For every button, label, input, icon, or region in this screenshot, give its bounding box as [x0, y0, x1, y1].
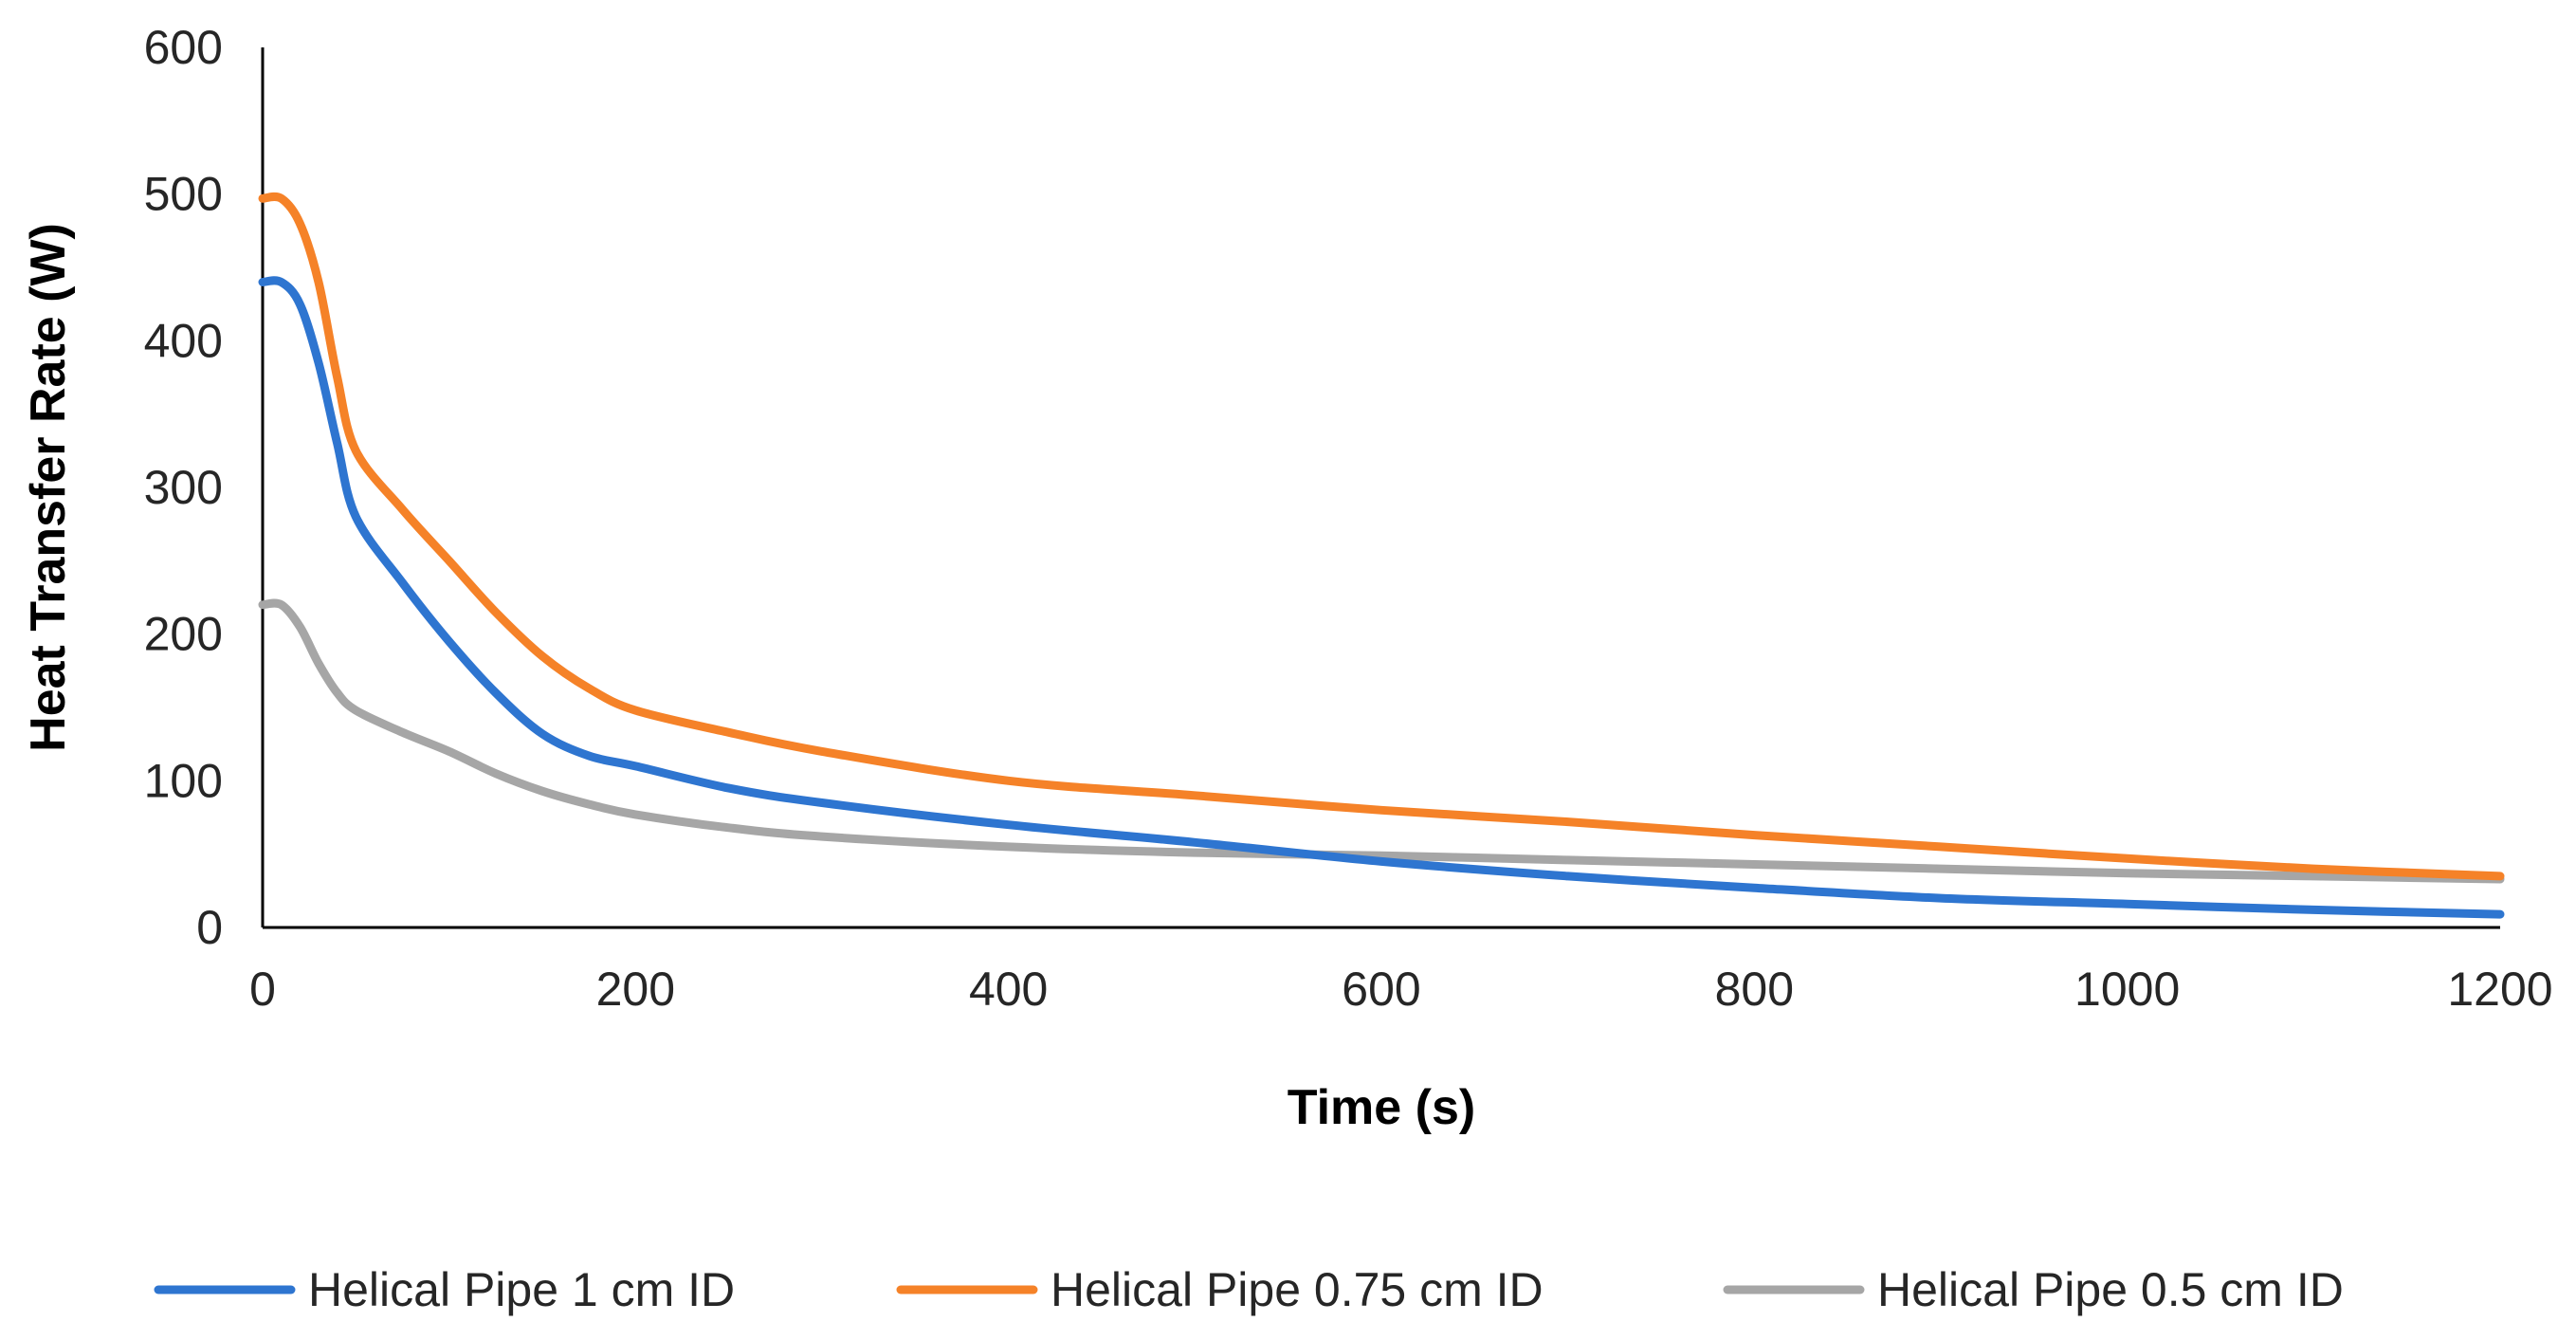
legend-label: Helical Pipe 0.5 cm ID — [1877, 1263, 2344, 1316]
x-axis-title: Time (s) — [1288, 1080, 1475, 1135]
y-tick-label: 0 — [196, 901, 223, 954]
x-tick-label: 600 — [1342, 963, 1420, 1016]
legend-label: Helical Pipe 0.75 cm ID — [1050, 1263, 1544, 1316]
y-tick-label: 100 — [144, 754, 223, 807]
y-tick-label: 400 — [144, 314, 223, 367]
series-line-2 — [258, 598, 2505, 884]
legend-label: Helical Pipe 1 cm ID — [308, 1263, 735, 1316]
y-tick-label: 200 — [144, 608, 223, 661]
x-tick-label: 1000 — [2074, 963, 2180, 1016]
x-tick-label: 400 — [969, 963, 1048, 1016]
y-axis-ticks: 0 100 200 300 400 500 600 — [144, 21, 223, 954]
y-tick-label: 600 — [144, 21, 223, 74]
x-tick-label: 1200 — [2447, 963, 2552, 1016]
x-tick-label: 200 — [596, 963, 675, 1016]
series-line-1 — [258, 192, 2505, 881]
x-tick-label: 0 — [249, 963, 276, 1016]
series-lines — [258, 192, 2505, 919]
x-axis-ticks: 0 200 400 600 800 1000 1200 — [249, 963, 2553, 1016]
y-tick-label: 300 — [144, 461, 223, 514]
series-line-0 — [258, 276, 2505, 919]
y-tick-label: 500 — [144, 168, 223, 221]
y-axis-title: Heat Transfer Rate (W) — [21, 223, 76, 752]
legend: Helical Pipe 1 cm ID Helical Pipe 0.75 cm… — [154, 1263, 2344, 1316]
x-tick-label: 800 — [1715, 963, 1794, 1016]
